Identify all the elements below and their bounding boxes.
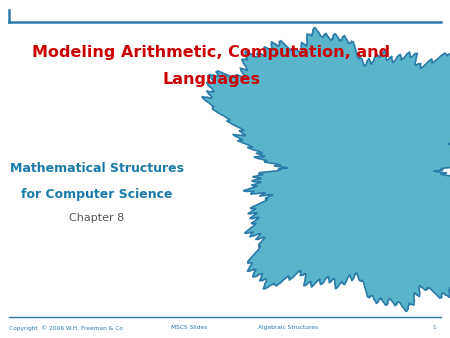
Text: MSCS Slides: MSCS Slides	[171, 325, 207, 330]
Text: Chapter 8: Chapter 8	[69, 213, 124, 223]
Text: for Computer Science: for Computer Science	[21, 188, 172, 201]
Text: Languages: Languages	[162, 72, 261, 87]
Text: Algebraic Structures: Algebraic Structures	[258, 325, 318, 330]
Text: Modeling Arithmetic, Computation, and: Modeling Arithmetic, Computation, and	[32, 45, 391, 60]
Text: 1: 1	[433, 325, 436, 330]
Text: Copyright  © 2006 W.H. Freeman & Co: Copyright © 2006 W.H. Freeman & Co	[9, 325, 123, 331]
Text: Mathematical Structures: Mathematical Structures	[10, 163, 184, 175]
